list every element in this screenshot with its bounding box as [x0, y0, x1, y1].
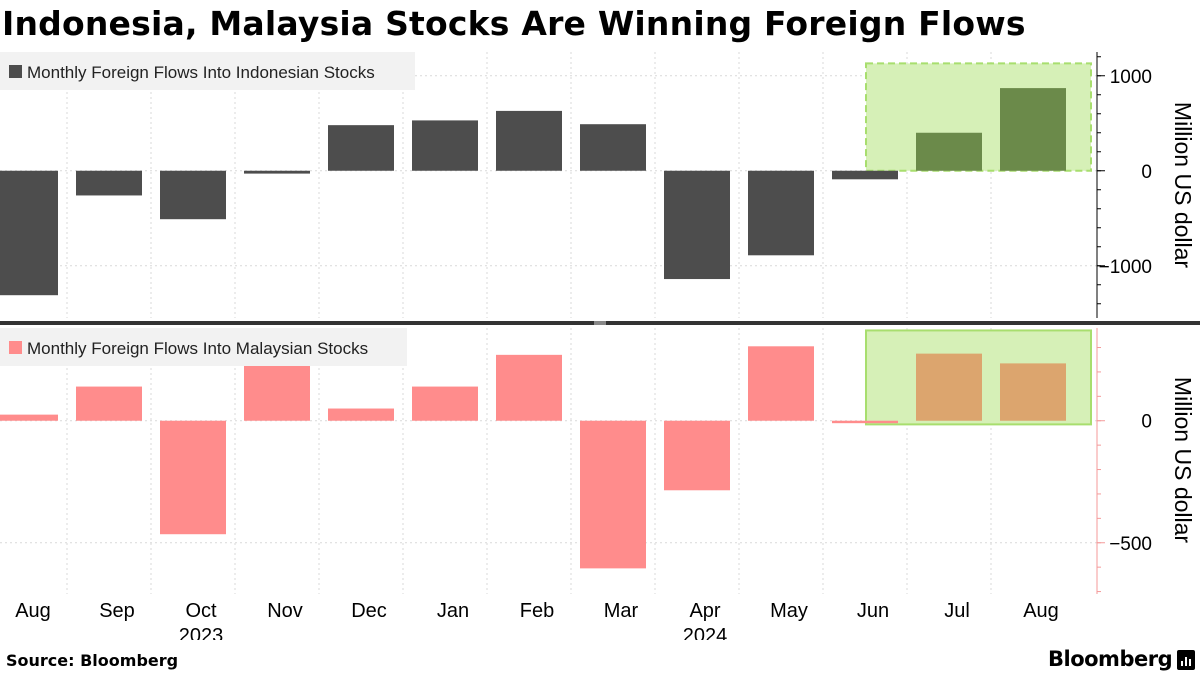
indonesia-bar: [76, 170, 142, 196]
x-tick-label: Aug: [15, 600, 51, 622]
indonesia-bar: [412, 120, 478, 171]
legend-swatch: [9, 341, 22, 354]
x-tick-label: Aug: [1023, 600, 1059, 622]
x-tick-label: Jan: [437, 600, 469, 622]
legend-label: Monthly Foreign Flows Into Malaysian Sto…: [27, 339, 368, 358]
x-year-label: 2024: [683, 625, 728, 640]
malaysia-bar: [748, 346, 814, 421]
malaysia-bar: [496, 354, 562, 421]
panel-divider[interactable]: [0, 321, 1200, 325]
legend-background: [0, 328, 407, 366]
legend-label: Monthly Foreign Flows Into Indonesian St…: [27, 63, 375, 82]
x-tick-label: Nov: [267, 600, 303, 622]
indonesia-bar: [328, 125, 394, 171]
x-tick-label: Apr: [689, 600, 720, 622]
malaysia-bar: [412, 386, 478, 421]
indonesia-bar: [580, 124, 646, 171]
divider-grip-icon: [594, 321, 606, 325]
malaysia-bar: [328, 408, 394, 421]
x-tick-label: Jul: [944, 600, 970, 622]
x-tick-label: Dec: [351, 600, 387, 622]
x-tick-label: Mar: [604, 600, 639, 622]
malaysia-bar: [160, 420, 226, 535]
malaysia-bar: [916, 353, 982, 421]
y-tick-label: 0: [1141, 162, 1152, 183]
legend-background: [0, 52, 415, 90]
indonesia-bar: [0, 170, 58, 296]
malaysia-y-axis-label: Million US dollar: [1170, 377, 1196, 544]
malaysia-bar: [832, 420, 898, 424]
bloomberg-terminal-icon: [1177, 650, 1195, 670]
y-tick-label: −500: [1109, 534, 1152, 555]
indonesia-bar: [916, 132, 982, 171]
indonesia-bar: [160, 170, 226, 220]
x-tick-label: Sep: [99, 600, 135, 622]
x-tick-label: May: [770, 600, 808, 622]
indonesia-bar: [496, 110, 562, 171]
indonesia-bar: [748, 170, 814, 256]
y-tick-label: 0: [1141, 412, 1152, 433]
indonesia-y-axis-label: Million US dollar: [1170, 102, 1196, 269]
x-tick-label: Oct: [185, 600, 217, 622]
x-axis: Aug Sep Oct Nov Dec Jan Feb Mar Apr May Jun Jul Aug 2…: [15, 600, 1059, 640]
x-tick-label: Feb: [520, 600, 554, 622]
dual-bar-chart: 1000 0 −1000 Million US dollar Monthly Forei…: [0, 52, 1200, 640]
malaysia-panel: 0 −500 Million US dollar Monthly Foreign Fl…: [0, 328, 1196, 594]
source-note: Source: Bloomberg: [6, 651, 179, 670]
indonesia-panel: 1000 0 −1000 Million US dollar Monthly Forei…: [0, 52, 1196, 318]
y-tick-label: −1000: [1099, 257, 1152, 278]
chart-title: Indonesia, Malaysia Stocks Are Winning F…: [2, 4, 1026, 43]
y-tick-label: 1000: [1110, 67, 1152, 88]
indonesia-bar: [832, 170, 898, 180]
x-year-label: 2023: [179, 625, 224, 640]
malaysia-bar: [1000, 363, 1066, 421]
indonesia-bar: [664, 170, 730, 280]
indonesia-bar: [244, 170, 310, 174]
x-tick-label: Jun: [857, 600, 889, 622]
malaysia-bar: [76, 386, 142, 421]
malaysia-bar: [664, 420, 730, 491]
malaysia-bar: [0, 414, 58, 421]
malaysia-bar: [580, 420, 646, 569]
indonesia-bar: [1000, 88, 1066, 171]
bloomberg-logo: Bloomberg: [1048, 647, 1173, 671]
legend-swatch: [9, 65, 22, 78]
